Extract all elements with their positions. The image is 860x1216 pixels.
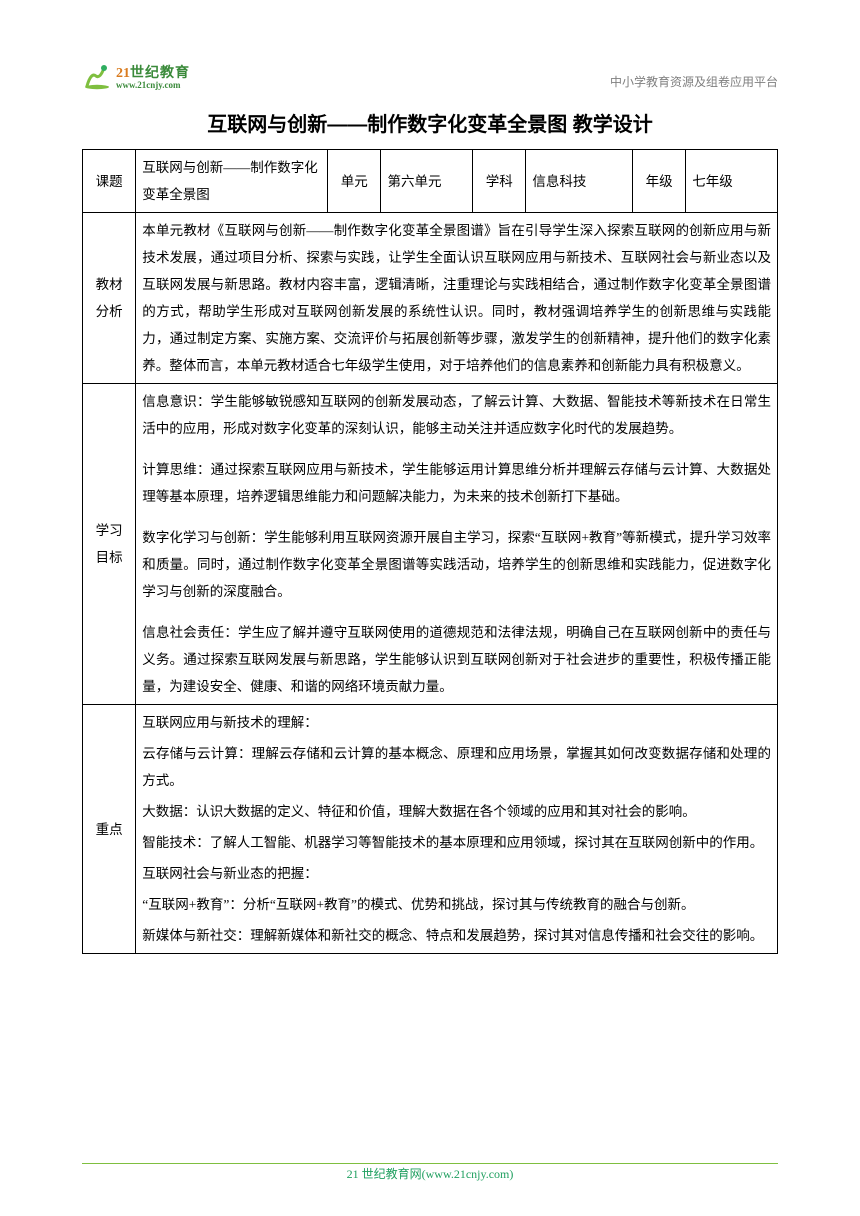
- table-row-keypoints: 重点 互联网应用与新技术的理解： 云存储与云计算：理解云存储和云计算的基本概念、…: [83, 705, 778, 954]
- objective-2: 计算思维：通过探索互联网应用与新技术，学生能够运用计算思维分析并理解云存储与云计…: [142, 456, 771, 510]
- table-row-header: 课题 互联网与创新——制作数字化变革全景图 单元 第六单元 学科 信息科技 年级…: [83, 150, 778, 213]
- label-objectives: 学习目标: [83, 384, 136, 705]
- logo: 21世纪教育 www.21cnjy.com: [82, 62, 190, 90]
- page-title: 互联网与创新——制作数字化变革全景图 教学设计: [82, 108, 778, 137]
- page-header: 21世纪教育 www.21cnjy.com 中小学教育资源及组卷应用平台: [82, 62, 778, 90]
- keypoint-4: 智能技术：了解人工智能、机器学习等智能技术的基本原理和应用领域，探讨其在互联网创…: [142, 829, 771, 856]
- logo-cn: 世纪教育: [130, 66, 190, 81]
- content-analysis: 本单元教材《互联网与创新——制作数字化变革全景图谱》旨在引导学生深入探索互联网的…: [136, 213, 778, 384]
- keypoint-1: 互联网应用与新技术的理解：: [142, 709, 771, 736]
- logo-text: 21世纪教育 www.21cnjy.com: [116, 65, 190, 90]
- table-row-analysis: 教材分析 本单元教材《互联网与创新——制作数字化变革全景图谱》旨在引导学生深入探…: [83, 213, 778, 384]
- content-keypoints: 互联网应用与新技术的理解： 云存储与云计算：理解云存储和云计算的基本概念、原理和…: [136, 705, 778, 954]
- value-unit: 第六单元: [381, 150, 473, 213]
- content-objectives: 信息意识：学生能够敏锐感知互联网的创新发展动态，了解云计算、大数据、智能技术等新…: [136, 384, 778, 705]
- label-keypoints: 重点: [83, 705, 136, 954]
- label-unit: 单元: [328, 150, 381, 213]
- logo-url: www.21cnjy.com: [116, 81, 190, 90]
- keypoint-6: “互联网+教育”：分析“互联网+教育”的模式、优势和挑战，探讨其与传统教育的融合…: [142, 891, 771, 918]
- value-grade: 七年级: [686, 150, 778, 213]
- logo-number: 21: [116, 66, 130, 81]
- keypoint-5: 互联网社会与新业态的把握：: [142, 860, 771, 887]
- label-grade: 年级: [633, 150, 686, 213]
- label-topic: 课题: [83, 150, 136, 213]
- objective-1: 信息意识：学生能够敏锐感知互联网的创新发展动态，了解云计算、大数据、智能技术等新…: [142, 388, 771, 442]
- footer-text: 21 世纪教育网(www.21cnjy.com): [0, 1165, 860, 1182]
- lesson-plan-table: 课题 互联网与创新——制作数字化变革全景图 单元 第六单元 学科 信息科技 年级…: [82, 149, 778, 954]
- keypoint-3: 大数据：认识大数据的定义、特征和价值，理解大数据在各个领域的应用和其对社会的影响…: [142, 798, 771, 825]
- footer-divider: [82, 1163, 778, 1164]
- logo-icon: [82, 62, 112, 90]
- keypoint-7: 新媒体与新社交：理解新媒体和新社交的概念、特点和发展趋势，探讨其对信息传播和社会…: [142, 922, 771, 949]
- page: 21世纪教育 www.21cnjy.com 中小学教育资源及组卷应用平台 互联网…: [0, 0, 860, 1004]
- table-row-objectives: 学习目标 信息意识：学生能够敏锐感知互联网的创新发展动态，了解云计算、大数据、智…: [83, 384, 778, 705]
- keypoint-2: 云存储与云计算：理解云存储和云计算的基本概念、原理和应用场景，掌握其如何改变数据…: [142, 740, 771, 794]
- value-topic: 互联网与创新——制作数字化变革全景图: [136, 150, 328, 213]
- objective-4: 信息社会责任：学生应了解并遵守互联网使用的道德规范和法律法规，明确自己在互联网创…: [142, 619, 771, 700]
- value-subject: 信息科技: [526, 150, 633, 213]
- label-subject: 学科: [473, 150, 526, 213]
- objective-3: 数字化学习与创新：学生能够利用互联网资源开展自主学习，探索“互联网+教育”等新模…: [142, 524, 771, 605]
- header-subtitle: 中小学教育资源及组卷应用平台: [610, 73, 778, 90]
- label-analysis: 教材分析: [83, 213, 136, 384]
